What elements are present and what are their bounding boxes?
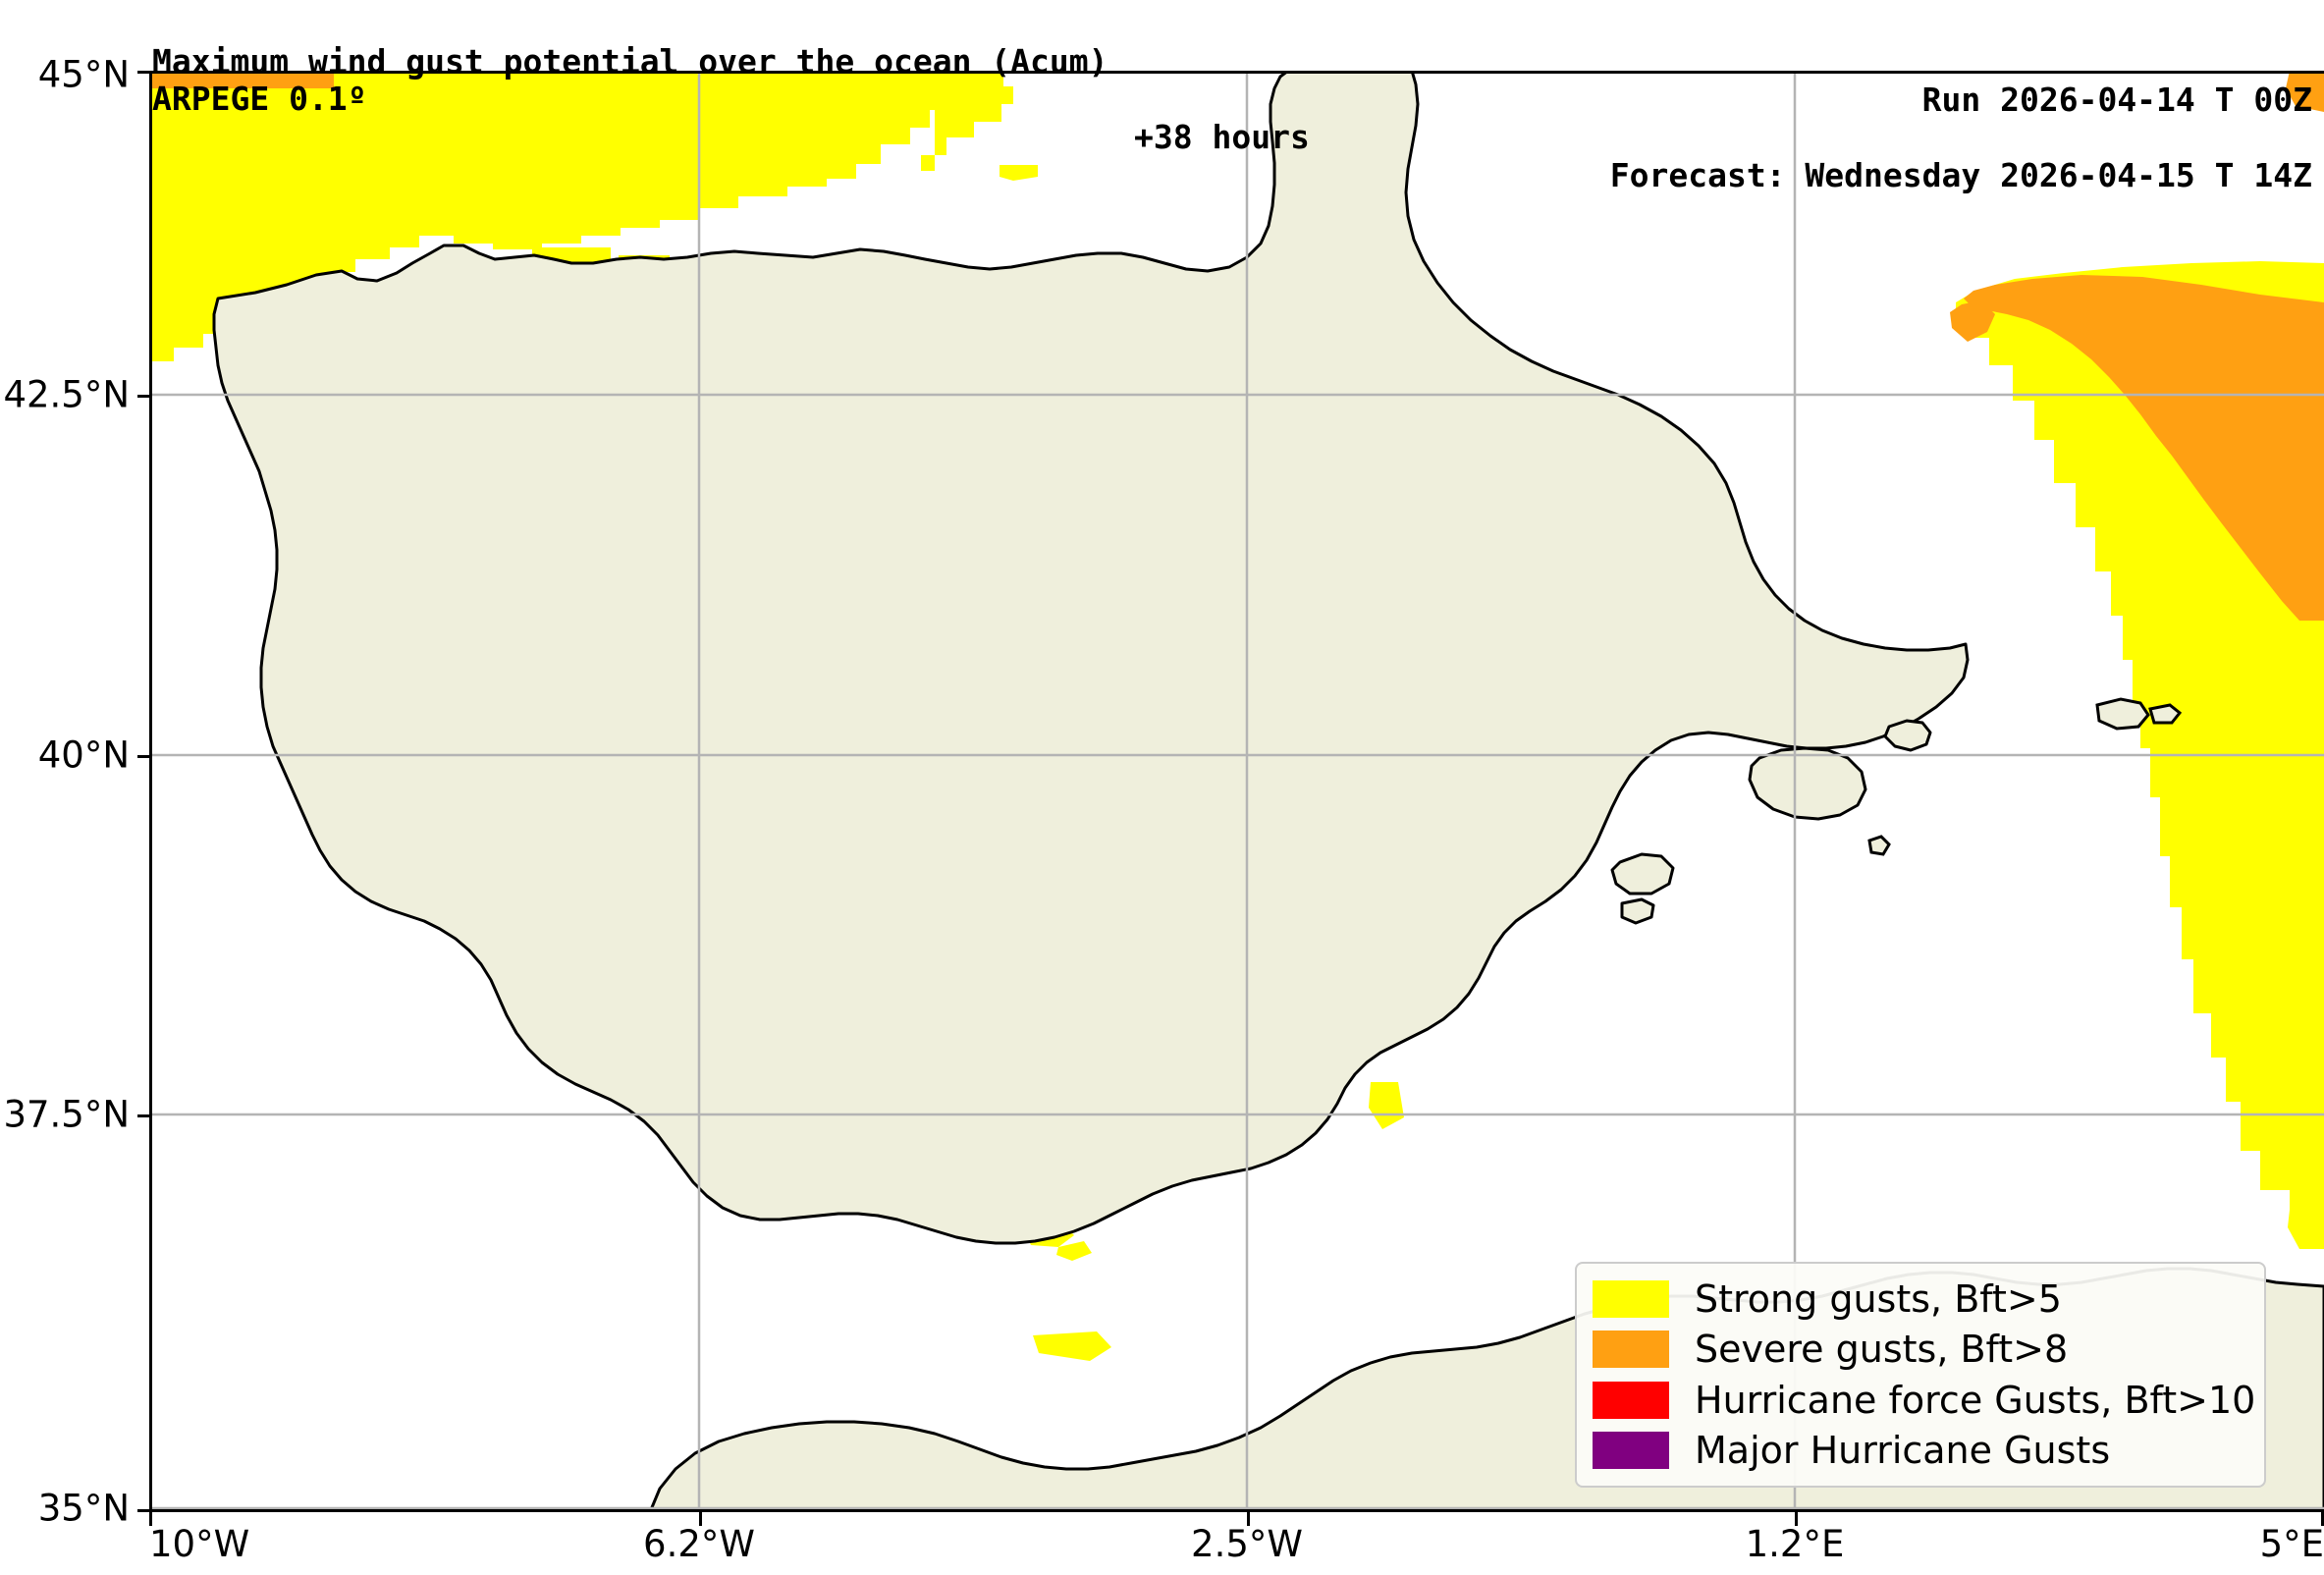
legend-label-severe-gusts: Severe gusts, Bft>8 (1695, 1328, 2069, 1372)
land-balearic-islands (1610, 719, 1932, 925)
legend-label-major-hurricane-gusts: Major Hurricane Gusts (1695, 1429, 2111, 1473)
x-tick-label-25w: 2.5°W (1191, 1523, 1303, 1565)
figure-title: Maximum wind gust potential over the oce… (152, 42, 1108, 81)
lead-time: +38 hours (1134, 118, 1310, 156)
legend-swatch-hurricane-force-gusts (1593, 1381, 1669, 1419)
model-name: ARPEGE 0.1º (152, 80, 367, 118)
y-tick-label-375n: 37.5°N (3, 1093, 130, 1136)
legend-swatch-strong-gusts (1593, 1279, 1669, 1318)
legend-item-severe-gusts[interactable]: Severe gusts, Bft>8 (1593, 1325, 2248, 1374)
x-tick-label-5e: 5°E (2259, 1523, 2324, 1565)
legend-label-hurricane-force-gusts: Hurricane force Gusts, Bft>10 (1695, 1378, 2256, 1422)
y-tick-mark-45n (137, 71, 151, 74)
land-small-islands (2095, 697, 2183, 731)
x-tick-label-62w: 6.2°W (643, 1523, 755, 1565)
y-tick-label-425n: 42.5°N (3, 373, 130, 416)
x-tick-label-12e: 1.2°E (1745, 1523, 1845, 1565)
legend-item-strong-gusts[interactable]: Strong gusts, Bft>5 (1593, 1275, 2248, 1324)
legend-item-major-hurricane-gusts[interactable]: Major Hurricane Gusts (1593, 1426, 2248, 1475)
model-run-timestamp: Run 2026-04-14 T 00Z (1921, 81, 2312, 119)
x-tick-mark-62w (699, 1512, 702, 1526)
legend-swatch-severe-gusts (1593, 1331, 1669, 1369)
y-tick-mark-425n (137, 395, 151, 398)
x-tick-mark-5e (2321, 1512, 2324, 1526)
legend-swatch-major-hurricane-gusts (1593, 1432, 1669, 1470)
y-tick-mark-375n (137, 1114, 151, 1117)
legend-item-hurricane-force-gusts[interactable]: Hurricane force Gusts, Bft>10 (1593, 1376, 2255, 1425)
x-tick-mark-12e (1795, 1512, 1798, 1526)
y-tick-mark-35n (137, 1509, 151, 1512)
header-line-2: ARPEGE 0.1º +38 hours Forecast: Wednesda… (152, 41, 2312, 233)
y-tick-label-45n: 45°N (37, 53, 130, 96)
map-canvas (149, 71, 2324, 1512)
y-tick-label-35n: 35°N (37, 1487, 130, 1530)
x-tick-mark-10w (149, 1512, 152, 1526)
x-tick-label-10w: 10°W (149, 1523, 250, 1565)
map-plot-area[interactable] (149, 71, 2324, 1512)
forecast-validity: Forecast: Wednesday 2026-04-15 T 14Z (1609, 156, 2312, 194)
figure-header: Maximum wind gust potential over the oce… (0, 0, 2324, 194)
y-tick-mark-40n (137, 755, 151, 758)
land-iberia (212, 71, 1970, 1245)
gust-shading-severe (149, 71, 2324, 621)
map-legend: Strong gusts, Bft>5 Severe gusts, Bft>8 … (1575, 1262, 2266, 1488)
legend-label-strong-gusts: Strong gusts, Bft>5 (1695, 1276, 2062, 1321)
header-line-1: Maximum wind gust potential over the oce… (152, 4, 2312, 157)
map-gridlines (149, 71, 2324, 1512)
x-tick-mark-25w (1247, 1512, 1250, 1526)
y-tick-label-40n: 40°N (37, 733, 130, 777)
